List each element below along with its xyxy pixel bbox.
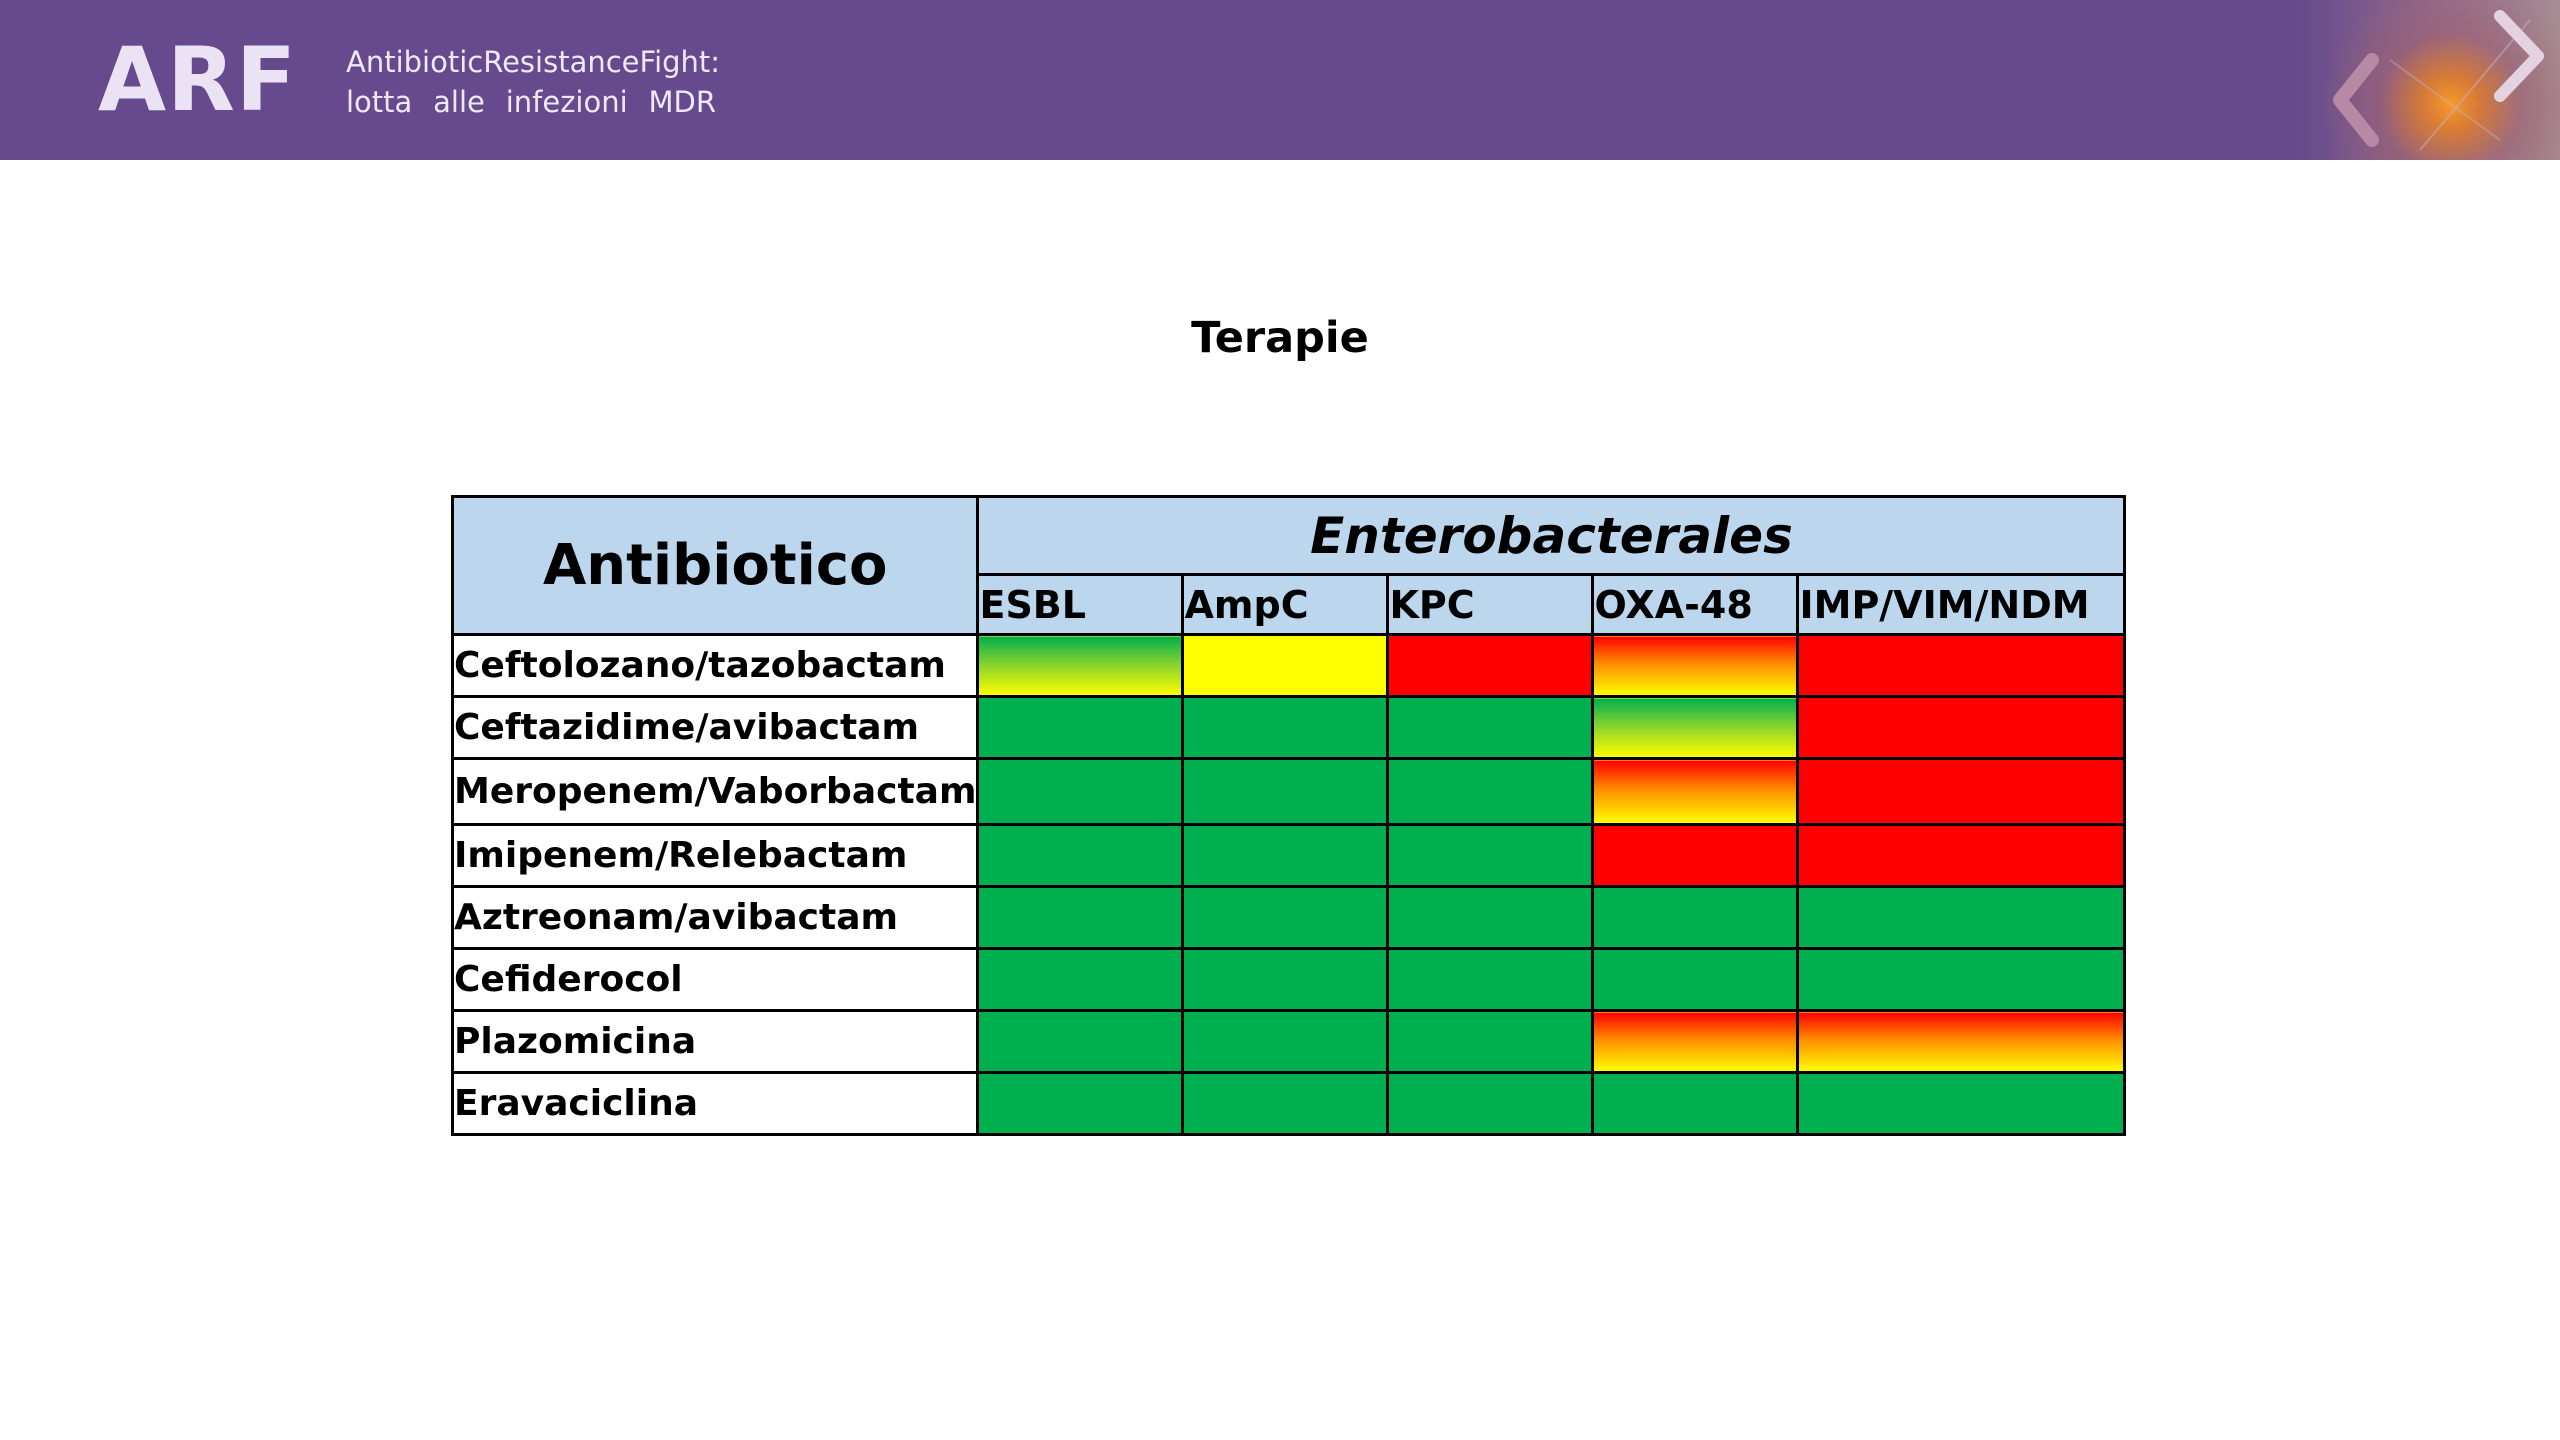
table-row: Ceftolozano/tazobactam (450, 633, 2127, 698)
row-label: Eravaciclina (450, 1071, 980, 1136)
activity-cell (1591, 823, 1800, 888)
activity-cell (1386, 885, 1595, 950)
arf-logo: ARF (98, 28, 297, 131)
row-label: Aztreonam/avibactam (450, 885, 980, 950)
activity-cell (1591, 695, 1800, 760)
enterobacterales-header: Enterobacterales (976, 495, 2127, 576)
activity-cell (976, 757, 1185, 826)
activity-cell (1181, 1009, 1390, 1074)
tagline-line-1: Antibiotic Resistance Fight: (346, 42, 720, 82)
activity-cell (976, 1009, 1185, 1074)
activity-cell (1386, 695, 1595, 760)
table-row: Meropenem/Vaborbactam (450, 757, 2127, 826)
activity-cell (1386, 823, 1595, 888)
tagline-word: Resistance (483, 45, 640, 79)
chevron-right-icon[interactable] (2494, 10, 2544, 102)
activity-cell (1386, 757, 1595, 826)
table-row: Ceftazidime/avibactam (450, 695, 2127, 760)
row-label: Ceftazidime/avibactam (450, 695, 980, 760)
column-header-oxa48: OXA-48 (1591, 573, 1800, 636)
row-label: Meropenem/Vaborbactam (450, 757, 980, 826)
tagline: Antibiotic Resistance Fight: lotta alle … (346, 42, 720, 122)
activity-cell (1181, 633, 1390, 698)
antibiotic-header: Antibiotico (450, 495, 980, 636)
activity-cell (1181, 947, 1390, 1012)
tagline-word: Antibiotic (346, 45, 484, 79)
activity-cell (1386, 633, 1595, 698)
activity-cell (1796, 823, 2127, 888)
table-row: Cefiderocol (450, 947, 2127, 1012)
tagline-word: alle (433, 85, 485, 119)
header-decoration (2300, 0, 2560, 160)
table-row: Aztreonam/avibactam (450, 885, 2127, 950)
activity-cell (1796, 695, 2127, 760)
activity-cell (1796, 1071, 2127, 1136)
activity-cell (1181, 823, 1390, 888)
tagline-word: MDR (648, 85, 716, 119)
activity-cell (976, 823, 1185, 888)
table-row: Eravaciclina (450, 1071, 2127, 1136)
column-header-esbl: ESBL (976, 573, 1185, 636)
activity-cell (1386, 947, 1595, 1012)
table-row: Imipenem/Relebactam (450, 823, 2127, 888)
therapy-table: Antibiotico Enterobacterales ESBL AmpC K… (450, 495, 2127, 1136)
activity-cell (976, 947, 1185, 1012)
activity-cell (1181, 757, 1390, 826)
activity-cell (1796, 633, 2127, 698)
column-header-kpc: KPC (1386, 573, 1595, 636)
activity-cell (1796, 885, 2127, 950)
activity-cell (976, 885, 1185, 950)
row-label: Cefiderocol (450, 947, 980, 1012)
row-label: Plazomicina (450, 1009, 980, 1074)
activity-cell (976, 695, 1185, 760)
activity-cell (1591, 1071, 1800, 1136)
chevron-left-icon[interactable] (2333, 53, 2379, 147)
row-label: Ceftolozano/tazobactam (450, 633, 980, 698)
activity-cell (1591, 947, 1800, 1012)
tagline-word: lotta (346, 85, 413, 119)
activity-cell (1796, 757, 2127, 826)
activity-cell (1796, 1009, 2127, 1074)
activity-cell (1386, 1071, 1595, 1136)
slide-title: Terapie (1191, 313, 1369, 363)
activity-cell (1181, 885, 1390, 950)
activity-cell (1181, 695, 1390, 760)
table-body: Ceftolozano/tazobactam Ceftazidime/avibac… (450, 633, 2127, 1136)
tagline-word: infezioni (505, 85, 628, 119)
activity-cell (1591, 1009, 1800, 1074)
column-header-ampc: AmpC (1181, 573, 1390, 636)
activity-cell (1181, 1071, 1390, 1136)
row-label: Imipenem/Relebactam (450, 823, 980, 888)
tagline-line-2: lotta alle infezioni MDR (346, 82, 716, 122)
activity-cell (1796, 947, 2127, 1012)
header-bar: ARF Antibiotic Resistance Fight: lotta a… (0, 0, 2560, 160)
activity-cell (976, 1071, 1185, 1136)
tagline-word: Fight: (639, 45, 721, 79)
activity-cell (1591, 757, 1800, 826)
activity-cell (1591, 885, 1800, 950)
column-header-imp-vim-ndm: IMP/VIM/NDM (1796, 573, 2127, 636)
activity-cell (1591, 633, 1800, 698)
table-row: Plazomicina (450, 1009, 2127, 1074)
activity-cell (976, 633, 1185, 698)
activity-cell (1386, 1009, 1595, 1074)
